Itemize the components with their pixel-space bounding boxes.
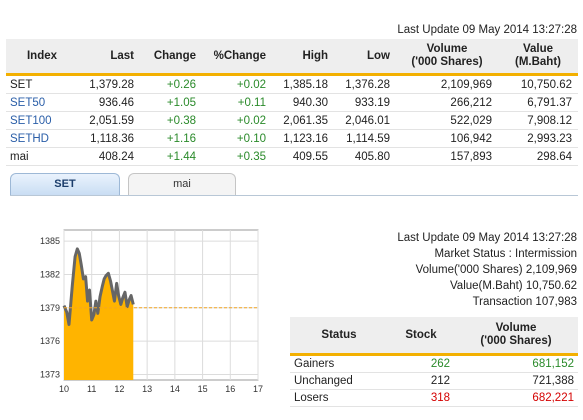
breadth-volume: 721,388: [454, 372, 578, 390]
market-last-update: Last Update 09 May 2014 13:27:28: [397, 232, 577, 244]
index-pct-change: +0.35: [202, 147, 272, 166]
col-index: Index: [6, 39, 78, 76]
breadth-status: Losers: [290, 389, 388, 407]
intraday-index-chart: 10 11 12 13 14 15 16 17 1373 1376 1379 1382 1385: [40, 229, 263, 394]
breadth-stock: 318: [388, 389, 454, 407]
index-last: 2,051.59: [78, 111, 140, 130]
y-tick-label: 1382: [40, 269, 60, 279]
index-row: SET50 936.46 +1.05 +0.11 940.30 933.19 266,212…: [6, 93, 578, 112]
col-high: High: [272, 39, 334, 76]
index-table: Index Last Change %Change High Low Volum…: [6, 39, 578, 166]
x-tick-label: 16: [225, 384, 235, 394]
index-value: 6,791.37: [498, 93, 578, 112]
index-value: 10,750.62: [498, 74, 578, 94]
col-status: Status: [290, 317, 388, 356]
market-status: Market Status : Intermission: [434, 248, 577, 260]
index-change: +1.05: [140, 93, 202, 112]
x-tick-label: 12: [114, 384, 124, 394]
y-tick-label: 1385: [40, 236, 60, 246]
breadth-stock: 262: [388, 354, 454, 373]
y-tick-label: 1373: [40, 369, 60, 379]
market-value: Value(M.Baht) 10,750.62: [449, 280, 577, 292]
index-low: 1,114.59: [334, 129, 396, 148]
col-low: Low: [334, 39, 396, 76]
index-last: 936.46: [78, 93, 140, 112]
x-tick-label: 13: [142, 384, 152, 394]
index-name: mai: [6, 147, 78, 166]
index-row: SET100 2,051.59 +0.38 +0.02 2,061.35 2,046.01…: [6, 111, 578, 130]
breadth-row: Unchanged 212 721,388: [290, 372, 578, 390]
y-tick-label: 1376: [40, 336, 60, 346]
tab-set[interactable]: SET: [10, 173, 120, 195]
x-tick-label: 14: [170, 384, 180, 394]
x-tick-label: 17: [253, 384, 263, 394]
tab-mai[interactable]: mai: [128, 173, 236, 195]
index-value: 7,908.12: [498, 111, 578, 130]
x-tick-label: 15: [198, 384, 208, 394]
col-pct-change: %Change: [202, 39, 272, 76]
index-low: 1,376.28: [334, 74, 396, 94]
index-value: 2,993.23: [498, 129, 578, 148]
index-high: 409.55: [272, 147, 334, 166]
index-low: 933.19: [334, 93, 396, 112]
index-change: +0.26: [140, 74, 202, 94]
index-pct-change: +0.11: [202, 93, 272, 112]
index-pct-change: +0.02: [202, 111, 272, 130]
index-name[interactable]: SETHD: [6, 129, 78, 148]
breadth-status: Unchanged: [290, 372, 388, 390]
col-value: Value (M.Baht): [498, 39, 578, 76]
index-volume: 266,212: [396, 93, 498, 112]
index-last: 408.24: [78, 147, 140, 166]
col-stock: Stock: [388, 317, 454, 356]
market-transaction: Transaction 107,983: [472, 296, 577, 308]
index-last: 1,118.36: [78, 129, 140, 148]
col-volume: Volume ('000 Shares): [396, 39, 498, 76]
index-volume: 106,942: [396, 129, 498, 148]
x-tick-label: 10: [59, 384, 69, 394]
y-tick-label: 1379: [40, 303, 60, 313]
index-row: SET 1,379.28 +0.26 +0.02 1,385.18 1,376.28 2,1…: [6, 74, 578, 94]
breadth-row: Losers 318 682,221: [290, 389, 578, 407]
x-tick-label: 11: [87, 384, 96, 394]
breadth-volume: 681,152: [454, 354, 578, 373]
breadth-row: Gainers 262 681,152: [290, 354, 578, 373]
breadth-volume: 682,221: [454, 389, 578, 407]
index-change: +0.38: [140, 111, 202, 130]
index-last: 1,379.28: [78, 74, 140, 94]
index-name: SET: [6, 74, 78, 94]
index-value: 298.64: [498, 147, 578, 166]
index-high: 1,385.18: [272, 74, 334, 94]
index-line: [62, 247, 135, 326]
breadth-status: Gainers: [290, 354, 388, 373]
breadth-stock: 212: [388, 372, 454, 390]
index-low: 405.80: [334, 147, 396, 166]
market-tabs: SET mai: [10, 173, 578, 196]
index-low: 2,046.01: [334, 111, 396, 130]
index-high: 940.30: [272, 93, 334, 112]
index-row: mai 408.24 +1.44 +0.35 409.55 405.80 157,893 29…: [6, 147, 578, 166]
index-name[interactable]: SET100: [6, 111, 78, 130]
index-pct-change: +0.10: [202, 129, 272, 148]
index-volume: 2,109,969: [396, 74, 498, 94]
index-volume: 157,893: [396, 147, 498, 166]
index-change: +1.16: [140, 129, 202, 148]
index-pct-change: +0.02: [202, 74, 272, 94]
index-high: 2,061.35: [272, 111, 334, 130]
market-volume: Volume('000 Shares) 2,109,969: [415, 264, 577, 276]
index-change: +1.44: [140, 147, 202, 166]
col-last: Last: [78, 39, 140, 76]
index-volume: 522,029: [396, 111, 498, 130]
breadth-header: Status Stock Volume ('000 Shares): [290, 317, 578, 356]
market-breadth-table: Status Stock Volume ('000 Shares) Gainer…: [290, 317, 578, 407]
last-update-label: Last Update 09 May 2014 13:27:28: [397, 24, 577, 36]
col-breadth-volume: Volume ('000 Shares): [454, 317, 578, 356]
index-row: SETHD 1,118.36 +1.16 +0.10 1,123.16 1,114.59 1…: [6, 129, 578, 148]
index-high: 1,123.16: [272, 129, 334, 148]
index-table-header: Index Last Change %Change High Low Volum…: [6, 39, 578, 76]
col-change: Change: [140, 39, 202, 76]
index-name[interactable]: SET50: [6, 93, 78, 112]
